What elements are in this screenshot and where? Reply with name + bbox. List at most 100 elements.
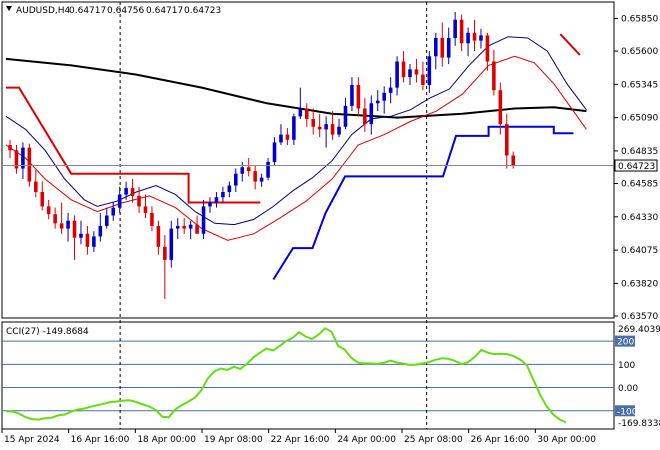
- bear-candle-body: [195, 224, 199, 234]
- ohlc-low: 0.64717: [146, 6, 183, 16]
- cci-max-label: 269.4039: [618, 325, 660, 335]
- bear-candle-body: [440, 38, 445, 58]
- bear-candle-body: [485, 35, 490, 62]
- bull-candle-body: [214, 197, 219, 203]
- cci-line: [5, 327, 567, 424]
- time-tick-label: 15 Apr 2024: [4, 435, 60, 445]
- cci-title: CCI(27) -149.8684: [6, 327, 89, 337]
- bear-candle-body: [459, 19, 464, 44]
- cci-min-label: -169.8338: [618, 419, 660, 429]
- bull-candle-body: [117, 194, 122, 208]
- price-tick-label: 0.64835: [621, 147, 658, 157]
- price-tick-label: 0.64330: [621, 213, 658, 223]
- time-tick-label: 16 Apr 16:00: [71, 435, 130, 445]
- collapse-triangle-icon[interactable]: [6, 6, 12, 11]
- bear-candle-body: [421, 74, 425, 85]
- ohlc-high: 0.64756: [107, 6, 144, 16]
- bear-candle-body: [285, 134, 290, 140]
- bull-candle-body: [388, 87, 393, 93]
- cci-level-label: 0.00: [618, 384, 638, 394]
- bull-candle-body: [240, 167, 245, 174]
- bear-candle-body: [8, 145, 12, 151]
- red-stop-upper-segment: [559, 33, 581, 56]
- bear-candle-body: [150, 212, 154, 226]
- bear-candle-body: [72, 220, 77, 238]
- bear-candle-body: [401, 61, 406, 78]
- bear-candle-body: [130, 188, 135, 196]
- bull-candle-body: [175, 225, 180, 229]
- bull-candle-body: [434, 38, 438, 57]
- bear-candle-body: [53, 214, 57, 224]
- bull-candle-body: [446, 38, 451, 58]
- bear-candle-body: [311, 118, 316, 127]
- price-tick-label: 0.64585: [621, 180, 658, 190]
- bear-candle-body: [46, 206, 51, 215]
- bear-candle-body: [156, 225, 161, 247]
- bull-candle-body: [479, 35, 483, 41]
- bull-candle-body: [21, 147, 25, 169]
- red-stop-upper-segment: [6, 86, 261, 204]
- bull-candle-body: [324, 124, 328, 130]
- time-tick-label: 24 Apr 00:00: [337, 435, 396, 445]
- time-tick-label: 25 Apr 08:00: [404, 435, 463, 445]
- bear-candle-body: [14, 150, 19, 169]
- bear-candle-body: [317, 126, 322, 130]
- bear-candle-body: [472, 32, 477, 41]
- bull-candle-body: [234, 173, 238, 186]
- cci-level-lines: [2, 340, 614, 412]
- bull-candle-body: [298, 108, 303, 117]
- bear-candle-body: [330, 124, 335, 135]
- time-tick-label: 18 Apr 00:00: [137, 435, 196, 445]
- price-axis: 0.65850 0.65600 0.65345 0.65090 0.64835 0.645…: [614, 14, 658, 322]
- price-tick-label: 0.64075: [621, 246, 658, 256]
- ohlc-close: 0.64723: [184, 6, 221, 16]
- price-tick-label: 0.65090: [621, 114, 658, 124]
- bull-candle-body: [169, 228, 174, 260]
- time-tick-label: 30 Apr 00:00: [537, 435, 596, 445]
- time-tick-label: 22 Apr 16:00: [271, 435, 330, 445]
- bull-candle-body: [92, 236, 96, 247]
- cci-level-tag-bg: [615, 405, 635, 417]
- trailing-stops: [6, 33, 581, 281]
- bull-candle-body: [427, 56, 432, 85]
- bear-candle-body: [182, 225, 186, 229]
- time-tick-label: 19 Apr 08:00: [204, 435, 263, 445]
- bull-candle-body: [272, 142, 277, 162]
- red-ma-line: [5, 55, 587, 241]
- cci-level-tag-bg: [615, 335, 635, 347]
- bull-candle-body: [188, 224, 193, 229]
- bull-candle-body: [350, 85, 354, 106]
- bear-candle-body: [27, 147, 32, 182]
- bull-candle-body: [466, 32, 470, 44]
- current-price-tag: 0.64723: [618, 162, 655, 172]
- bull-candle-body: [104, 215, 109, 226]
- cci-axis: 200 100 0.00 -100 269.4039 -169.8338: [615, 325, 660, 429]
- time-axis: 15 Apr 2024 16 Apr 16:00 18 Apr 00:00 19 Ap…: [1, 429, 596, 445]
- bull-candle-body: [227, 185, 232, 193]
- bear-candle-body: [59, 223, 64, 229]
- bull-candle-body: [66, 220, 70, 229]
- bull-candle-body: [79, 233, 83, 238]
- candlesticks: [8, 11, 516, 300]
- bear-candle-body: [143, 206, 148, 213]
- bull-candle-body: [375, 100, 380, 104]
- bear-candle-body: [304, 108, 309, 119]
- bear-candle-body: [504, 124, 509, 156]
- bull-candle-body: [98, 225, 103, 237]
- bull-candle-body: [382, 92, 386, 101]
- bear-candle-body: [85, 233, 90, 247]
- period-separators: [119, 2, 428, 429]
- price-panel-frame: [1, 1, 615, 319]
- bull-candle-body: [408, 69, 412, 78]
- bull-candle-body: [279, 134, 283, 143]
- bear-candle-body: [34, 181, 38, 193]
- bear-candle-body: [511, 155, 516, 166]
- price-tick-label: 0.65345: [621, 80, 658, 90]
- bear-candle-body: [356, 85, 361, 109]
- bear-candle-body: [253, 171, 257, 182]
- bull-candle-body: [124, 188, 128, 195]
- bear-candle-body: [363, 108, 367, 125]
- price-tick-label: 0.63570: [621, 312, 658, 322]
- cci-level-label: 100: [618, 361, 635, 371]
